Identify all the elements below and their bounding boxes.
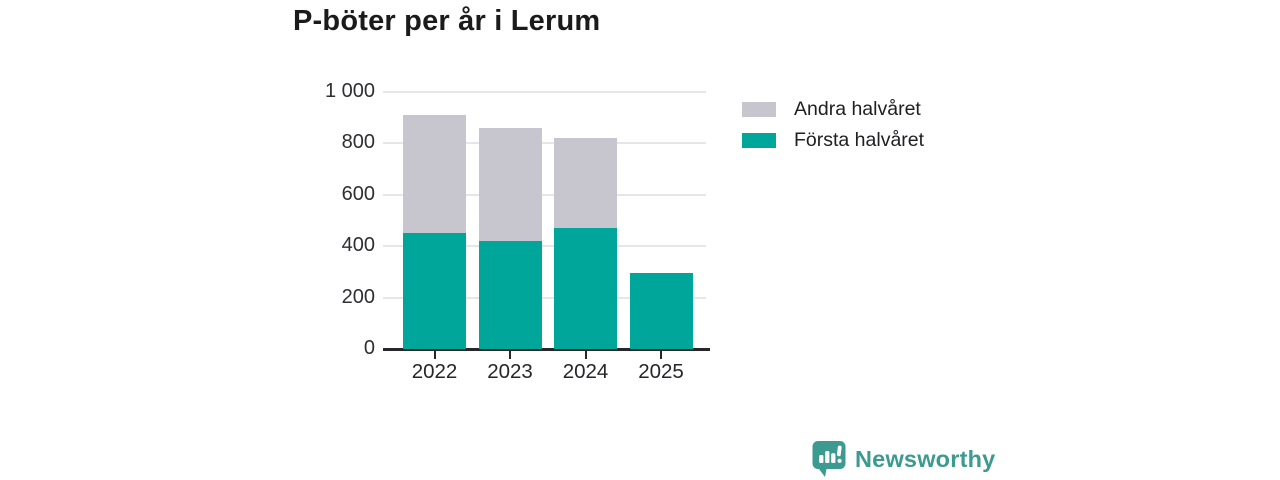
- x-tick-label: 2024: [562, 360, 609, 383]
- bar-2024-second-half: [554, 138, 617, 229]
- x-tick: [433, 351, 436, 359]
- gridline: [383, 91, 706, 93]
- gridline: [383, 142, 706, 145]
- x-tick: [584, 351, 587, 359]
- bar-2025-first-half: [629, 273, 693, 349]
- plot-area: [383, 91, 710, 359]
- bar-2023-first-half: [478, 241, 542, 349]
- newsworthy-icon: [812, 441, 846, 477]
- y-tick-label: 0: [363, 337, 375, 359]
- legend-swatch: [742, 102, 776, 117]
- x-tick-label: 2025: [638, 360, 684, 383]
- gridline: [383, 193, 706, 196]
- legend-item: Andra halvåret: [742, 98, 924, 120]
- y-tick-label: 400: [341, 234, 375, 257]
- y-tick-label: 800: [341, 131, 375, 154]
- y-tick-label: 600: [341, 182, 375, 205]
- chart-title: P-böter per år i Lerum: [293, 5, 601, 37]
- legend-label: Andra halvåret: [794, 98, 921, 120]
- legend: Andra halvåret Första halvåret: [742, 98, 925, 163]
- y-tick-label: 200: [341, 285, 375, 308]
- legend-item: Första halvåret: [742, 129, 925, 151]
- x-axis-line: [383, 348, 710, 351]
- x-tick: [660, 351, 662, 359]
- legend-swatch: [742, 133, 776, 148]
- bar-2023-second-half: [478, 127, 542, 242]
- y-tick-label: 1 000: [324, 80, 375, 102]
- gridline: [383, 296, 706, 299]
- brand-name: Newsworthy: [855, 445, 996, 472]
- x-tick-label: 2022: [411, 360, 458, 383]
- legend-label: Första halvåret: [794, 129, 925, 151]
- bar-2022-first-half: [403, 233, 466, 349]
- bar-2024-first-half: [554, 228, 617, 349]
- brand-logo: Newsworthy: [811, 440, 995, 478]
- x-tick: [509, 351, 511, 359]
- bar-2022-second-half: [403, 115, 466, 234]
- gridline: [383, 245, 706, 248]
- x-tick-label: 2023: [487, 360, 533, 383]
